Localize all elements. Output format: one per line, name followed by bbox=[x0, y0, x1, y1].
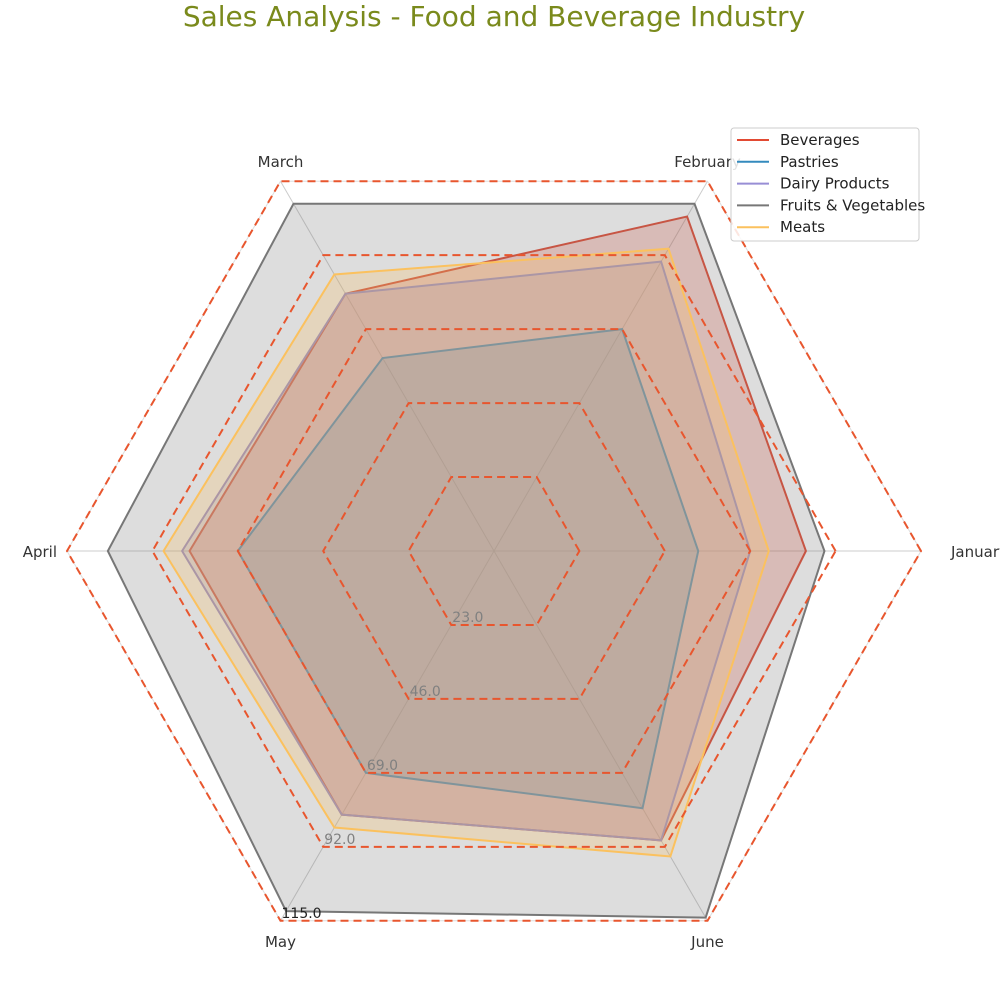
legend-item: Fruits & Vegetables bbox=[737, 196, 925, 214]
series-dairy-products bbox=[180, 260, 752, 842]
legend-label: Pastries bbox=[780, 153, 839, 171]
series-meats bbox=[162, 247, 770, 858]
grid-ring-2 bbox=[322, 402, 666, 700]
legend-label: Dairy Products bbox=[780, 175, 890, 193]
category-label-april: April bbox=[23, 543, 57, 561]
grid-ring-4 bbox=[151, 254, 837, 848]
radial-tick-label: 115.0 bbox=[282, 906, 322, 922]
spoke-march bbox=[280, 180, 495, 552]
legend-label: Beverages bbox=[780, 131, 860, 149]
grid-ring-3 bbox=[236, 328, 752, 774]
axis-labels: January February March April May June 23.0 46.0… bbox=[23, 153, 1000, 951]
radial-tick-label: 23.0 bbox=[452, 610, 483, 626]
grid-rings bbox=[65, 180, 923, 922]
legend-label: Fruits & Vegetables bbox=[780, 196, 925, 214]
grid-ring-5 bbox=[65, 180, 923, 922]
legend-item: Beverages bbox=[737, 131, 860, 149]
legend-label: Meats bbox=[780, 218, 825, 236]
category-label-january: January bbox=[950, 543, 1000, 561]
category-label-june: June bbox=[690, 933, 724, 951]
spoke-june bbox=[493, 550, 708, 922]
series-layer bbox=[106, 202, 826, 919]
radial-tick-label: 92.0 bbox=[324, 832, 355, 848]
radial-tick-label: 46.0 bbox=[410, 684, 441, 700]
grid-ring-1 bbox=[407, 476, 581, 626]
category-label-may: May bbox=[265, 933, 296, 951]
legend-box bbox=[730, 127, 920, 242]
series-fruits-vegetables bbox=[106, 202, 826, 919]
spoke-february bbox=[493, 180, 708, 552]
spoke-may bbox=[280, 550, 495, 922]
legend-item: Meats bbox=[737, 218, 825, 236]
legend-item: Pastries bbox=[737, 153, 839, 171]
legend-item: Dairy Products bbox=[737, 175, 890, 193]
chart-title: Sales Analysis - Food and Beverage Indus… bbox=[183, 0, 805, 33]
radial-tick-label: 69.0 bbox=[367, 758, 398, 774]
category-label-march: March bbox=[258, 153, 304, 171]
category-label-february: February bbox=[674, 153, 741, 171]
legend: Beverages Pastries Dairy Products Fruits & … bbox=[730, 127, 925, 242]
